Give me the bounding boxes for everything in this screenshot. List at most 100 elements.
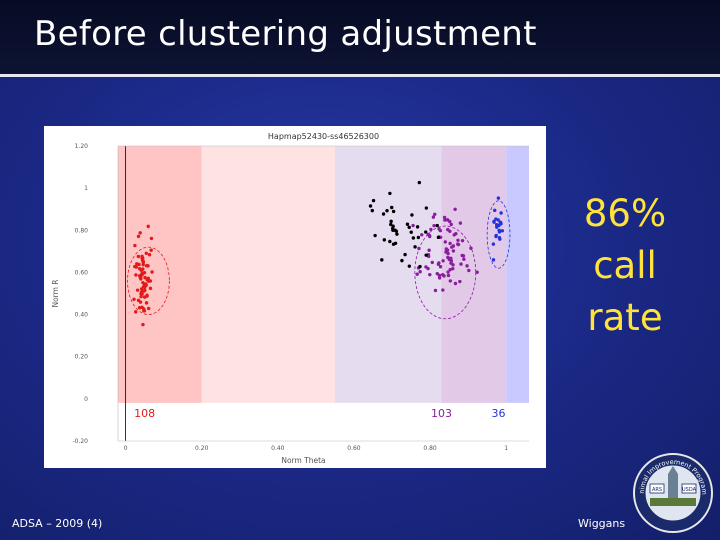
region-ab-core <box>441 146 507 403</box>
data-point-bb <box>493 208 497 213</box>
data-point-no-call <box>388 239 392 244</box>
data-point-aa <box>145 293 149 297</box>
data-point-bb <box>497 230 502 234</box>
data-point-aa <box>136 254 141 259</box>
data-point-no-call <box>417 180 422 185</box>
data-point-aa <box>139 292 143 296</box>
cluster-count-label: 108 <box>134 407 155 420</box>
data-point-aa <box>136 234 141 239</box>
y-tick-label: 0.80 <box>75 227 89 234</box>
data-point-ab <box>458 221 463 225</box>
data-point-no-call <box>409 230 413 234</box>
data-point-bb <box>499 211 503 215</box>
data-point-aa <box>141 263 145 267</box>
data-point-bb <box>491 258 496 262</box>
y-tick-label: 0.60 <box>75 269 89 276</box>
cluster-count-label: 36 <box>492 407 506 420</box>
y-tick-label: 0.40 <box>75 312 89 319</box>
data-point-ab <box>445 248 450 252</box>
data-point-aa <box>141 267 145 271</box>
data-point-no-call <box>389 222 393 227</box>
data-point-ab <box>475 270 479 274</box>
data-point-no-call <box>424 253 428 257</box>
data-point-no-call <box>418 264 422 269</box>
x-tick-label: 1 <box>504 445 508 452</box>
data-point-no-call <box>373 233 377 238</box>
data-point-aa <box>149 236 154 241</box>
data-point-no-call <box>391 209 396 214</box>
data-point-aa <box>142 295 147 299</box>
data-point-aa <box>132 297 136 302</box>
data-point-no-call <box>393 241 398 245</box>
data-point-ab <box>442 215 447 220</box>
data-point-ab <box>438 228 443 233</box>
data-point-no-call <box>388 191 392 196</box>
data-point-ab <box>462 257 466 261</box>
data-point-no-call <box>410 213 414 217</box>
data-point-bb <box>496 218 500 222</box>
chart-title: Hapmap52430-ss46526300 <box>268 132 379 141</box>
data-point-no-call <box>389 219 393 224</box>
data-point-ab <box>443 218 447 222</box>
data-point-ab <box>452 233 456 237</box>
cluster-ellipse <box>486 200 511 269</box>
data-point-ab <box>465 264 469 268</box>
data-point-ab <box>445 218 450 222</box>
data-point-no-call <box>380 258 384 262</box>
data-point-ab <box>443 240 447 244</box>
data-point-no-call <box>405 222 410 226</box>
data-point-ab <box>449 261 453 265</box>
data-point-ab <box>411 223 415 228</box>
data-point-ab <box>449 222 453 227</box>
data-point-no-call <box>435 223 439 228</box>
data-point-ab <box>446 270 450 274</box>
data-point-bb <box>498 220 503 225</box>
data-point-aa <box>146 264 150 268</box>
data-point-aa <box>139 294 143 299</box>
data-point-ab <box>453 207 457 211</box>
data-point-ab <box>460 238 465 243</box>
data-point-bb <box>492 219 496 224</box>
data-point-no-call <box>390 226 395 231</box>
data-point-no-call <box>390 205 394 210</box>
data-point-ab <box>467 268 471 273</box>
logo-badge-right: USDA <box>682 487 697 493</box>
chart-panel: Hapmap52430-ss46526300 0 0.20 0.40 0.60 0.80 1… <box>44 126 546 468</box>
data-point-aa <box>148 286 153 291</box>
data-point-no-call <box>424 230 428 234</box>
data-point-bb <box>495 225 499 229</box>
data-point-aa <box>140 305 144 309</box>
data-point-ab <box>451 266 455 271</box>
data-point-ab <box>447 257 451 262</box>
data-point-no-call <box>415 225 420 229</box>
data-point-ab <box>469 246 473 250</box>
data-point-no-call <box>424 206 429 210</box>
cluster-count-label: 103 <box>431 407 452 420</box>
data-point-aa <box>144 301 149 305</box>
data-point-bb <box>491 242 496 246</box>
data-point-aa <box>137 266 142 271</box>
data-point-no-call <box>413 245 417 249</box>
data-point-aa <box>137 306 142 310</box>
data-point-ab <box>427 233 432 238</box>
call-rate-callout: 86% call rate <box>565 188 685 344</box>
data-point-ab <box>448 267 452 272</box>
y-tick-label: 0.20 <box>75 354 89 361</box>
data-point-no-call <box>381 212 386 216</box>
data-point-bb <box>494 222 499 227</box>
slide-title: Before clustering adjustment <box>34 14 537 54</box>
y-tick-label: 1 <box>84 185 88 192</box>
data-point-aa <box>142 289 146 293</box>
data-point-ab <box>433 288 438 293</box>
x-tick-label: 0.20 <box>195 445 209 452</box>
data-point-ab <box>448 241 452 246</box>
data-point-aa <box>149 248 153 252</box>
data-point-aa <box>135 288 140 292</box>
y-tick-label: -0.20 <box>72 438 88 445</box>
call-rate-word-call: call <box>593 244 657 287</box>
data-point-ab <box>446 227 450 232</box>
data-point-aa <box>146 224 150 229</box>
region-bb <box>506 146 529 403</box>
data-point-ab <box>428 272 432 277</box>
data-point-ab <box>432 223 436 228</box>
